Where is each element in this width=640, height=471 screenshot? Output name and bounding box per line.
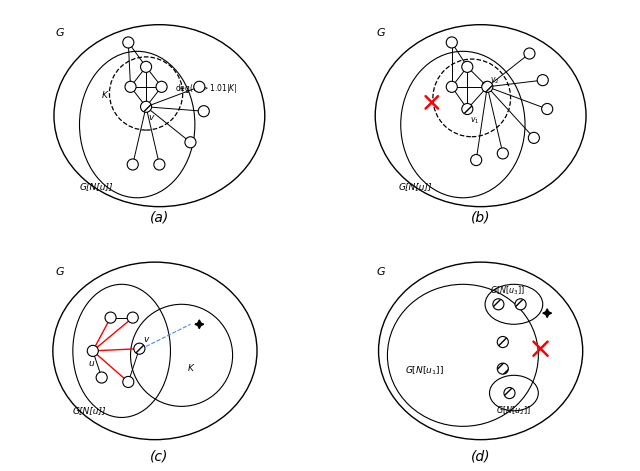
Text: K: K: [102, 91, 108, 100]
Circle shape: [134, 343, 145, 354]
Circle shape: [127, 159, 138, 170]
Text: $G[N[u_1]]$: $G[N[u_1]]$: [405, 364, 444, 377]
Circle shape: [504, 388, 515, 398]
Text: G: G: [376, 268, 385, 277]
Circle shape: [141, 61, 152, 73]
Circle shape: [87, 345, 99, 357]
Circle shape: [493, 299, 504, 310]
Text: v: v: [144, 335, 149, 344]
Circle shape: [141, 101, 152, 113]
Circle shape: [497, 363, 508, 374]
Text: G: G: [55, 268, 64, 277]
Circle shape: [482, 81, 493, 92]
Text: (c): (c): [150, 450, 168, 464]
Circle shape: [462, 61, 473, 73]
Text: G[N[u]]: G[N[u]]: [79, 182, 113, 191]
Text: (a): (a): [150, 210, 169, 224]
Text: $v_1$: $v_1$: [470, 115, 479, 126]
Circle shape: [185, 137, 196, 148]
Circle shape: [123, 376, 134, 388]
Text: v: v: [148, 113, 154, 122]
Text: G: G: [376, 28, 385, 38]
Text: G: G: [55, 28, 64, 38]
Circle shape: [96, 372, 108, 383]
Circle shape: [529, 132, 540, 143]
Circle shape: [125, 81, 136, 92]
Circle shape: [156, 81, 167, 92]
Circle shape: [123, 37, 134, 48]
Text: $G[N[u_2]]$: $G[N[u_2]]$: [496, 404, 531, 416]
Text: G[N[u]]: G[N[u]]: [73, 406, 106, 415]
Text: G[N[u]]: G[N[u]]: [399, 182, 432, 191]
Text: (d): (d): [471, 450, 490, 464]
Text: $\deg(v) > 1.01|K|$: $\deg(v) > 1.01|K|$: [175, 82, 237, 95]
Circle shape: [127, 312, 138, 323]
Text: $G[N[u_3]]$: $G[N[u_3]]$: [490, 284, 524, 297]
Circle shape: [446, 81, 458, 92]
Circle shape: [194, 81, 205, 92]
Circle shape: [537, 74, 548, 86]
Text: (b): (b): [471, 210, 490, 224]
Text: $v_2$: $v_2$: [490, 75, 499, 86]
Circle shape: [524, 48, 535, 59]
Text: K: K: [188, 364, 194, 373]
Circle shape: [105, 312, 116, 323]
Circle shape: [462, 104, 473, 114]
Circle shape: [541, 104, 553, 114]
Circle shape: [497, 336, 508, 348]
Circle shape: [515, 299, 526, 310]
Circle shape: [470, 154, 482, 166]
Circle shape: [154, 159, 165, 170]
Circle shape: [198, 106, 209, 117]
Circle shape: [446, 37, 458, 48]
Text: u: u: [88, 359, 94, 368]
Circle shape: [497, 148, 508, 159]
